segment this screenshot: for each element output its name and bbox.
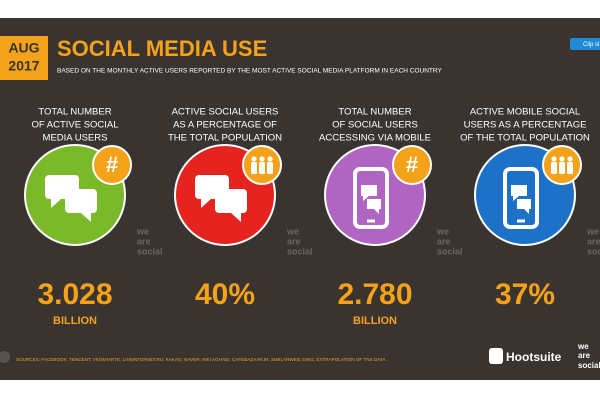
chat-bubble	[367, 199, 381, 214]
watermark: social	[437, 246, 463, 256]
person-body	[567, 162, 573, 174]
stat-label: ACCESSING VIA MOBILE	[319, 133, 431, 144]
watermark: are	[587, 236, 600, 246]
chat-bubble	[511, 185, 527, 201]
stat-label: OF SOCIAL USERS	[332, 120, 418, 131]
stat-label: ACTIVE MOBILE SOCIAL	[470, 107, 580, 118]
logo: Hootsuite	[506, 350, 562, 364]
watermark: we	[136, 226, 149, 236]
stat-value: 3.028	[37, 278, 112, 311]
person-body	[559, 162, 565, 174]
badge-symbol: #	[406, 152, 418, 177]
person-body	[251, 162, 257, 174]
chat-bubble	[195, 175, 229, 208]
stat-label: USERS AS A PERCENTAGE	[464, 120, 587, 131]
chat-bubble	[517, 199, 531, 214]
stat-unit: BILLION	[53, 315, 97, 327]
person-body	[259, 162, 265, 174]
stat-label: TOTAL NUMBER	[338, 107, 411, 118]
watermark: are	[437, 236, 451, 246]
subtitle: BASED ON THE MONTHLY ACTIVE USERS REPORT…	[57, 68, 442, 75]
chat-bubble	[65, 189, 97, 222]
chat-bubble	[215, 189, 247, 222]
logo-icon	[489, 348, 503, 364]
stat-label: AS A PERCENTAGE OF	[173, 120, 277, 131]
person-head	[551, 156, 557, 162]
stat-badge	[392, 145, 432, 185]
stat-unit: BILLION	[353, 315, 397, 327]
watermark: we	[436, 226, 449, 236]
stat-value: 40%	[195, 278, 255, 311]
watermark: social	[587, 246, 600, 256]
sources: SOURCES: FACEBOOK; TENCENT; VKONTAKTE; L…	[16, 357, 387, 362]
date-badge	[0, 36, 48, 80]
phone	[353, 167, 389, 229]
stat-value: 37%	[495, 278, 555, 311]
badge-month: AUG	[8, 40, 39, 56]
partner-logo: are	[578, 351, 591, 360]
clip-button-label[interactable]: Clip sl	[583, 42, 599, 48]
clip-button[interactable]	[570, 38, 600, 50]
person-body	[267, 162, 273, 174]
person-head	[559, 156, 565, 162]
chat-bubble	[45, 175, 79, 208]
stat-label: TOTAL NUMBER	[38, 107, 111, 118]
watermark: we	[286, 226, 299, 236]
person-head	[267, 156, 273, 162]
person-body	[551, 162, 557, 174]
person-head	[567, 156, 573, 162]
badge-symbol: #	[106, 152, 118, 177]
chat-bubble	[361, 185, 377, 201]
stat-label: OF THE TOTAL POPULATION	[460, 133, 590, 144]
watermark: we	[586, 226, 599, 236]
stat-label: THE TOTAL POPULATION	[168, 133, 282, 144]
stat-label: ACTIVE SOCIAL USERS	[172, 107, 279, 118]
person-head	[251, 156, 257, 162]
badge-year: 2017	[8, 58, 39, 74]
partner-logo: we	[577, 342, 589, 351]
stat-label: MEDIA USERS	[43, 133, 108, 144]
stat-label: OF ACTIVE SOCIAL	[31, 120, 118, 131]
page-number	[0, 351, 10, 363]
watermark: social	[137, 246, 163, 256]
stat-value: 2.780	[337, 278, 412, 311]
watermark: are	[287, 236, 301, 246]
title: SOCIAL MEDIA USE	[57, 36, 267, 61]
person-head	[259, 156, 265, 162]
stat-badge	[92, 145, 132, 185]
watermark: are	[137, 236, 151, 246]
phone	[503, 167, 539, 229]
partner-logo: social	[578, 361, 600, 370]
watermark: social	[287, 246, 313, 256]
